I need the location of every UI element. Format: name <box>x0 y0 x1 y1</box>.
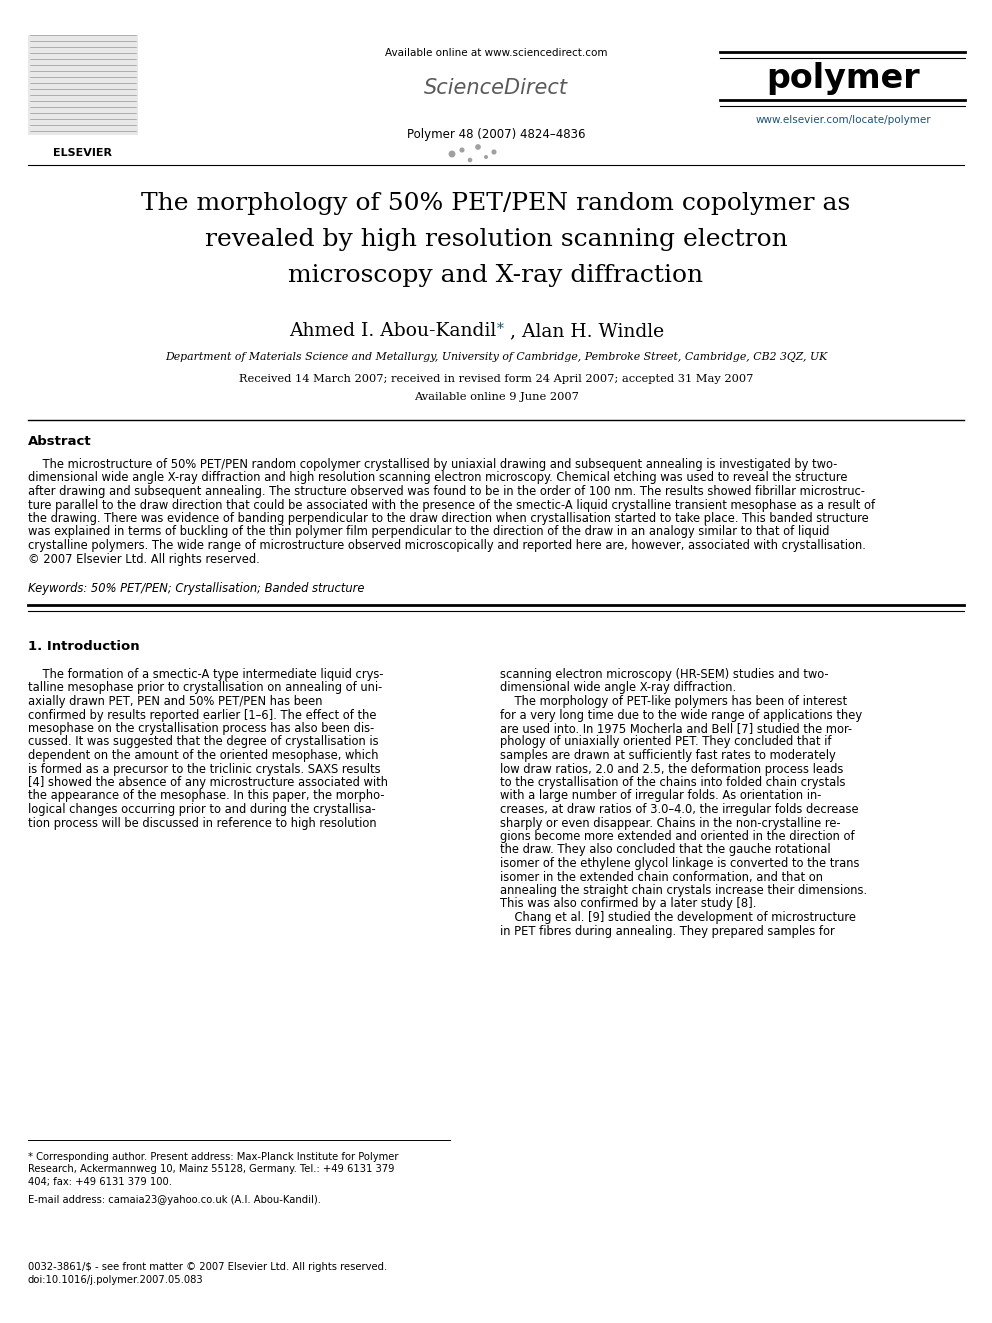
Text: 1. Introduction: 1. Introduction <box>28 640 140 654</box>
Text: [4] showed the absence of any microstructure associated with: [4] showed the absence of any microstruc… <box>28 777 388 789</box>
Text: confirmed by results reported earlier [1–6]. The effect of the: confirmed by results reported earlier [1… <box>28 709 377 721</box>
Text: Keywords: 50% PET/PEN; Crystallisation; Banded structure: Keywords: 50% PET/PEN; Crystallisation; … <box>28 582 364 595</box>
Text: doi:10.1016/j.polymer.2007.05.083: doi:10.1016/j.polymer.2007.05.083 <box>28 1275 203 1285</box>
Text: Polymer 48 (2007) 4824–4836: Polymer 48 (2007) 4824–4836 <box>407 128 585 142</box>
Text: E-mail address: camaia23@yahoo.co.uk (A.I. Abou-Kandil).: E-mail address: camaia23@yahoo.co.uk (A.… <box>28 1195 321 1205</box>
Circle shape <box>448 151 455 157</box>
Text: dimensional wide angle X-ray diffraction.: dimensional wide angle X-ray diffraction… <box>500 681 736 695</box>
Text: 404; fax: +49 6131 379 100.: 404; fax: +49 6131 379 100. <box>28 1177 172 1187</box>
Text: revealed by high resolution scanning electron: revealed by high resolution scanning ele… <box>204 228 788 251</box>
Text: scanning electron microscopy (HR-SEM) studies and two-: scanning electron microscopy (HR-SEM) st… <box>500 668 828 681</box>
Text: * Corresponding author. Present address: Max-Planck Institute for Polymer: * Corresponding author. Present address:… <box>28 1152 399 1162</box>
Text: crystalline polymers. The wide range of microstructure observed microscopically : crystalline polymers. The wide range of … <box>28 538 866 552</box>
Text: ScienceDirect: ScienceDirect <box>424 78 568 98</box>
Text: creases, at draw ratios of 3.0–4.0, the irregular folds decrease: creases, at draw ratios of 3.0–4.0, the … <box>500 803 859 816</box>
Text: samples are drawn at sufficiently fast rates to moderately: samples are drawn at sufficiently fast r… <box>500 749 835 762</box>
Text: cussed. It was suggested that the degree of crystallisation is: cussed. It was suggested that the degree… <box>28 736 379 749</box>
Text: The morphology of PET-like polymers has been of interest: The morphology of PET-like polymers has … <box>500 695 847 708</box>
Text: The formation of a smectic-A type intermediate liquid crys-: The formation of a smectic-A type interm… <box>28 668 384 681</box>
Text: Abstract: Abstract <box>28 435 91 448</box>
Text: Department of Materials Science and Metallurgy, University of Cambridge, Pembrok: Department of Materials Science and Meta… <box>165 352 827 363</box>
Text: the draw. They also concluded that the gauche rotational: the draw. They also concluded that the g… <box>500 844 830 856</box>
Text: talline mesophase prior to crystallisation on annealing of uni-: talline mesophase prior to crystallisati… <box>28 681 382 695</box>
Circle shape <box>475 144 481 149</box>
Text: sharply or even disappear. Chains in the non-crystalline re-: sharply or even disappear. Chains in the… <box>500 816 840 830</box>
Text: Available online at www.sciencedirect.com: Available online at www.sciencedirect.co… <box>385 48 607 58</box>
Text: phology of uniaxially oriented PET. They concluded that if: phology of uniaxially oriented PET. They… <box>500 736 831 749</box>
Text: isomer of the ethylene glycol linkage is converted to the trans: isomer of the ethylene glycol linkage is… <box>500 857 859 871</box>
Text: This was also confirmed by a later study [8].: This was also confirmed by a later study… <box>500 897 756 910</box>
Text: is formed as a precursor to the triclinic crystals. SAXS results: is formed as a precursor to the triclini… <box>28 762 381 775</box>
Text: was explained in terms of buckling of the thin polymer film perpendicular to the: was explained in terms of buckling of th… <box>28 525 829 538</box>
Text: The microstructure of 50% PET/PEN random copolymer crystallised by uniaxial draw: The microstructure of 50% PET/PEN random… <box>28 458 837 471</box>
Text: with a large number of irregular folds. As orientation in-: with a large number of irregular folds. … <box>500 790 821 803</box>
Text: *: * <box>497 321 504 336</box>
Circle shape <box>484 155 488 159</box>
Text: polymer: polymer <box>766 62 920 95</box>
Text: logical changes occurring prior to and during the crystallisa-: logical changes occurring prior to and d… <box>28 803 376 816</box>
Text: isomer in the extended chain conformation, and that on: isomer in the extended chain conformatio… <box>500 871 823 884</box>
Text: dependent on the amount of the oriented mesophase, which: dependent on the amount of the oriented … <box>28 749 379 762</box>
Circle shape <box>467 157 472 163</box>
Text: dimensional wide angle X-ray diffraction and high resolution scanning electron m: dimensional wide angle X-ray diffraction… <box>28 471 847 484</box>
Text: after drawing and subsequent annealing. The structure observed was found to be i: after drawing and subsequent annealing. … <box>28 486 865 497</box>
Text: microscopy and X-ray diffraction: microscopy and X-ray diffraction <box>289 265 703 287</box>
Text: to the crystallisation of the chains into folded chain crystals: to the crystallisation of the chains int… <box>500 777 845 789</box>
Text: The morphology of 50% PET/PEN random copolymer as: The morphology of 50% PET/PEN random cop… <box>142 192 850 216</box>
Text: the drawing. There was evidence of banding perpendicular to the draw direction w: the drawing. There was evidence of bandi… <box>28 512 869 525</box>
Text: are used into. In 1975 Mocherla and Bell [7] studied the mor-: are used into. In 1975 Mocherla and Bell… <box>500 722 852 736</box>
Text: Chang et al. [9] studied the development of microstructure: Chang et al. [9] studied the development… <box>500 912 856 923</box>
Text: the appearance of the mesophase. In this paper, the morpho-: the appearance of the mesophase. In this… <box>28 790 385 803</box>
Circle shape <box>459 147 464 152</box>
Text: mesophase on the crystallisation process has also been dis-: mesophase on the crystallisation process… <box>28 722 374 736</box>
Text: for a very long time due to the wide range of applications they: for a very long time due to the wide ran… <box>500 709 862 721</box>
Text: tion process will be discussed in reference to high resolution: tion process will be discussed in refere… <box>28 816 377 830</box>
Circle shape <box>491 149 497 155</box>
Text: Received 14 March 2007; received in revised form 24 April 2007; accepted 31 May : Received 14 March 2007; received in revi… <box>239 374 753 384</box>
Text: annealing the straight chain crystals increase their dimensions.: annealing the straight chain crystals in… <box>500 884 867 897</box>
Text: © 2007 Elsevier Ltd. All rights reserved.: © 2007 Elsevier Ltd. All rights reserved… <box>28 553 260 565</box>
Text: in PET fibres during annealing. They prepared samples for: in PET fibres during annealing. They pre… <box>500 925 834 938</box>
Text: Available online 9 June 2007: Available online 9 June 2007 <box>414 392 578 402</box>
Text: , Alan H. Windle: , Alan H. Windle <box>510 321 664 340</box>
Text: gions become more extended and oriented in the direction of: gions become more extended and oriented … <box>500 830 855 843</box>
Bar <box>28 34 138 135</box>
Text: www.elsevier.com/locate/polymer: www.elsevier.com/locate/polymer <box>755 115 930 124</box>
Text: Ahmed I. Abou-Kandil: Ahmed I. Abou-Kandil <box>289 321 496 340</box>
Text: axially drawn PET, PEN and 50% PET/PEN has been: axially drawn PET, PEN and 50% PET/PEN h… <box>28 695 322 708</box>
Text: ture parallel to the draw direction that could be associated with the presence o: ture parallel to the draw direction that… <box>28 499 875 512</box>
Text: low draw ratios, 2.0 and 2.5, the deformation process leads: low draw ratios, 2.0 and 2.5, the deform… <box>500 762 843 775</box>
Text: ELSEVIER: ELSEVIER <box>54 148 112 157</box>
Text: 0032-3861/$ - see front matter © 2007 Elsevier Ltd. All rights reserved.: 0032-3861/$ - see front matter © 2007 El… <box>28 1262 387 1271</box>
Text: Research, Ackermannweg 10, Mainz 55128, Germany. Tel.: +49 6131 379: Research, Ackermannweg 10, Mainz 55128, … <box>28 1164 395 1175</box>
